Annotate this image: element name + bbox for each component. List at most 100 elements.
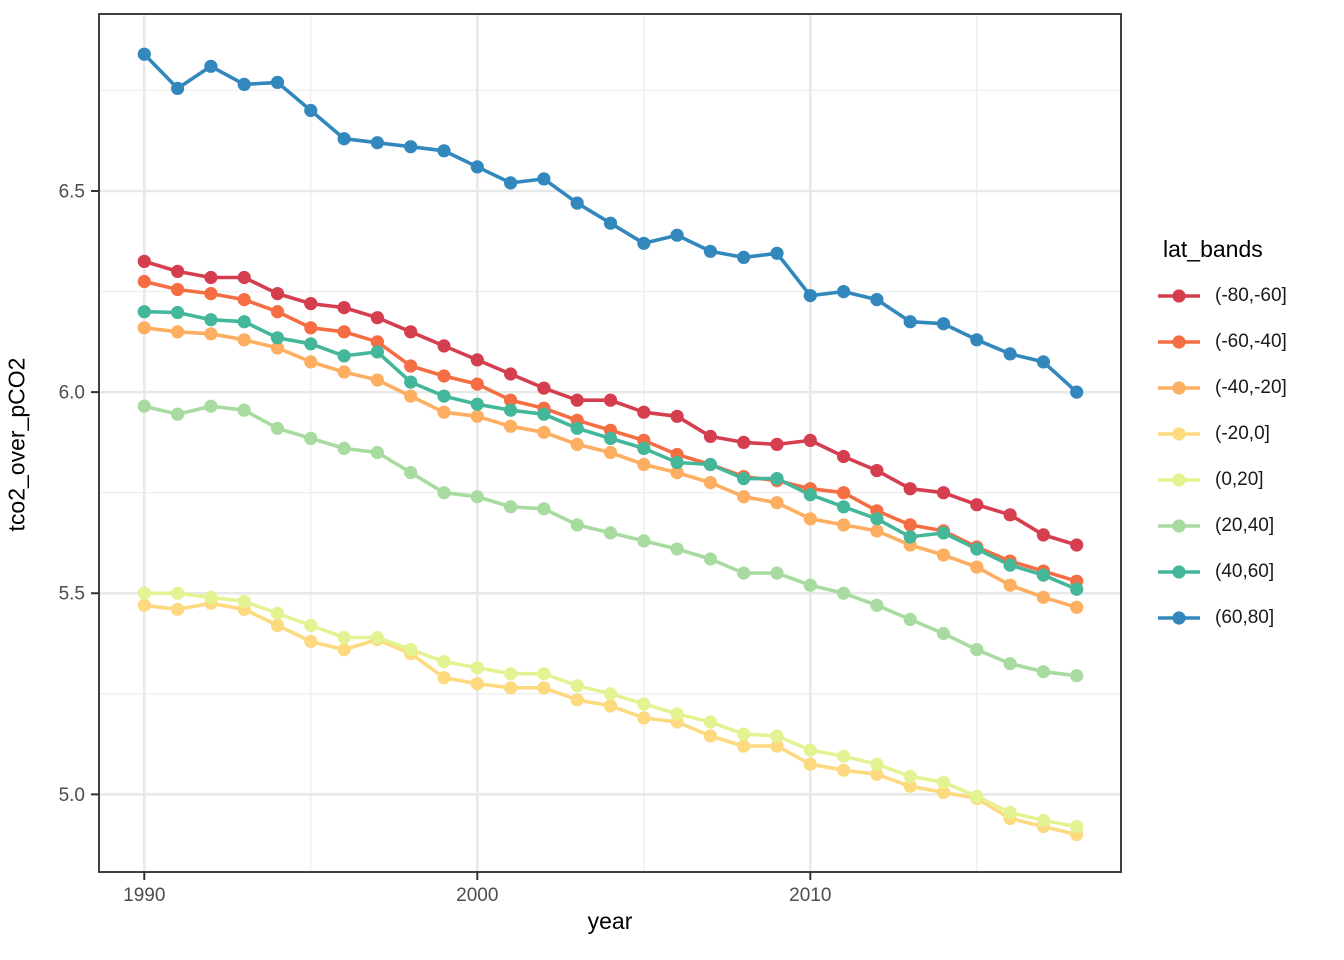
data-point (404, 643, 418, 657)
data-point (837, 763, 851, 777)
data-point (537, 667, 551, 681)
data-point (370, 136, 384, 150)
data-point (770, 566, 784, 580)
data-point (936, 486, 951, 500)
data-point (737, 250, 751, 264)
legend: lat_bands (-80,-60] (-60,-40] (-40,-20] (-2… (1157, 236, 1343, 641)
data-point (204, 287, 218, 301)
data-point (437, 486, 451, 500)
data-point (370, 373, 384, 387)
data-point (304, 337, 318, 351)
data-point (504, 681, 518, 695)
data-point (337, 441, 351, 455)
data-point (537, 681, 551, 695)
data-point (504, 176, 518, 190)
data-point (970, 643, 984, 657)
data-point (603, 393, 618, 407)
data-point (703, 429, 718, 443)
data-point (437, 144, 451, 158)
data-point (237, 403, 251, 417)
data-point (903, 482, 917, 496)
data-point (970, 498, 984, 512)
data-point (737, 490, 751, 504)
data-point (637, 457, 651, 472)
data-point (437, 369, 451, 383)
data-point (570, 693, 584, 707)
data-point (870, 767, 884, 781)
data-point (670, 228, 684, 242)
data-point (404, 389, 418, 403)
data-point (1070, 819, 1084, 834)
data-point (1070, 582, 1084, 596)
legend-items: (-80,-60] (-60,-40] (-40,-20] (-20,0] (0,20]… (1157, 273, 1343, 641)
data-point (870, 757, 884, 771)
data-point (837, 449, 851, 464)
data-point (770, 437, 784, 451)
legend-item-7: (60,80] (1157, 595, 1343, 641)
data-point (470, 409, 484, 423)
data-point (270, 305, 285, 319)
legend-item-label: (-60,-40] (1215, 331, 1287, 352)
data-point (936, 548, 951, 562)
data-point (570, 196, 584, 210)
data-point (903, 315, 917, 329)
data-point (570, 437, 584, 451)
data-point (803, 289, 817, 303)
y-tick-label: 5.0 (59, 785, 85, 806)
data-point (703, 244, 718, 258)
data-point (970, 542, 984, 556)
data-point (470, 377, 484, 391)
legend-key-icon (1158, 335, 1200, 349)
data-point (237, 293, 251, 307)
data-point (603, 445, 618, 460)
data-point (770, 729, 784, 743)
y-tick-label: 6.0 (59, 383, 85, 404)
data-point (137, 321, 151, 335)
legend-title: lat_bands (1163, 236, 1263, 262)
data-point (470, 677, 484, 691)
data-point (504, 403, 518, 417)
legend-item-label: (-80,-60] (1215, 285, 1287, 306)
data-point (137, 598, 151, 612)
data-point (670, 455, 684, 470)
data-point (204, 327, 218, 341)
data-point (870, 293, 884, 307)
legend-item-2: (-40,-20] (1157, 365, 1343, 411)
data-point (404, 375, 418, 389)
data-point (803, 512, 817, 526)
data-point (370, 345, 384, 359)
legend-item-label: (20,40] (1215, 515, 1275, 536)
data-point (837, 486, 851, 500)
data-point (1003, 347, 1017, 361)
data-point (936, 526, 951, 540)
data-point (603, 687, 618, 701)
data-point (171, 407, 185, 421)
data-point (936, 785, 951, 800)
data-point (337, 132, 351, 146)
y-tick-label: 6.5 (59, 181, 85, 202)
data-point (404, 140, 418, 154)
data-point (1036, 813, 1050, 828)
data-point (670, 409, 684, 423)
data-point (270, 75, 285, 89)
data-point (1036, 665, 1050, 679)
data-point (637, 534, 651, 548)
data-point (537, 381, 551, 395)
data-point (470, 353, 484, 367)
data-point (204, 59, 218, 73)
data-point (1003, 578, 1017, 592)
data-point (970, 333, 984, 347)
data-point (903, 518, 917, 532)
x-tick-label: 2010 (789, 885, 831, 906)
legend-item-label: (0,20] (1215, 469, 1264, 490)
data-point (137, 254, 151, 268)
legend-item-label: (60,80] (1215, 607, 1275, 628)
data-point (337, 325, 351, 339)
data-point (870, 464, 884, 478)
data-point (903, 612, 917, 627)
data-point (737, 566, 751, 580)
panel-border (98, 13, 1122, 873)
data-point (1036, 568, 1050, 582)
data-point (437, 655, 451, 669)
